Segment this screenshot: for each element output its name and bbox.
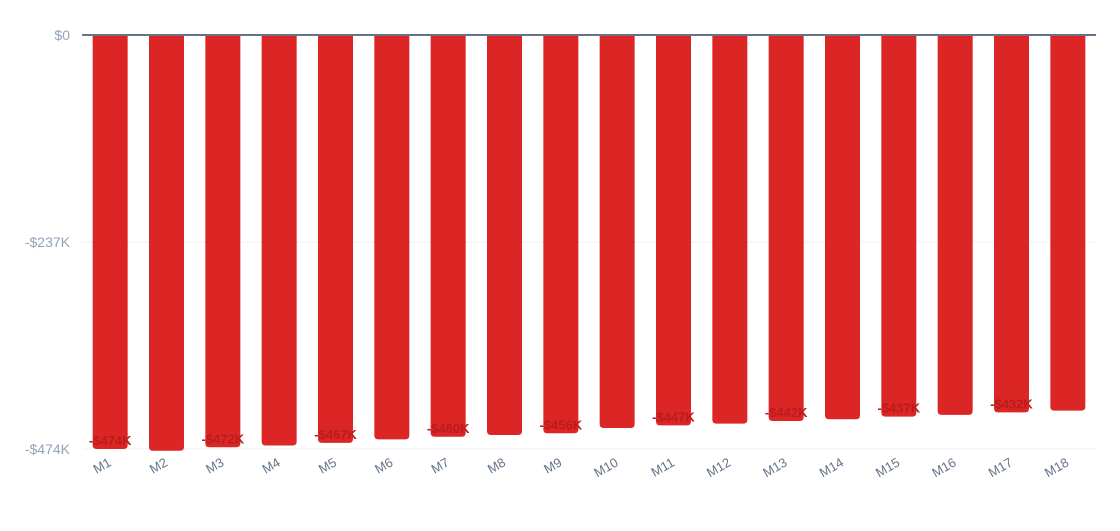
y-tick-label: $0 — [54, 27, 70, 43]
bar-m3[interactable] — [205, 35, 241, 448]
x-axis-ticks: M1 M2 M3 M4 M5 M6 M7 M8 M9 M10 M11 M12 M13 M14 M15 M16 M… — [91, 455, 1072, 481]
x-tick-label: M15 — [873, 455, 902, 481]
x-tick-label: M7 — [429, 455, 452, 477]
data-label: -$460K — [427, 421, 470, 436]
data-label: -$467K — [314, 427, 357, 442]
data-labels: -$474K -$472K -$467K -$460K -$456K -$447K -$44… — [89, 396, 1034, 448]
data-label: -$474K — [89, 433, 132, 448]
x-tick-label: M17 — [986, 455, 1015, 481]
bars — [92, 35, 1086, 451]
bar-m5[interactable] — [318, 35, 353, 443]
bar-m4[interactable] — [261, 35, 297, 446]
bar-m17[interactable] — [994, 35, 1029, 413]
grid-lines — [82, 241, 1096, 450]
data-label: -$437K — [878, 401, 921, 416]
x-tick-label: M18 — [1042, 455, 1071, 481]
y-tick-label: -$474K — [25, 441, 71, 457]
bar-m14[interactable] — [825, 35, 860, 420]
x-tick-label: M11 — [648, 455, 677, 480]
bar-m13[interactable] — [768, 35, 804, 422]
x-tick-label: M6 — [372, 455, 395, 477]
data-label: -$472K — [202, 431, 245, 446]
bar-m15[interactable] — [881, 35, 917, 417]
data-label: -$442K — [765, 405, 808, 420]
bar-m7[interactable] — [430, 35, 466, 437]
bar-m18[interactable] — [1050, 35, 1086, 411]
y-tick-label: -$237K — [25, 234, 71, 250]
x-tick-label: M4 — [260, 455, 283, 477]
bar-m2[interactable] — [149, 35, 184, 451]
bar-m9[interactable] — [543, 35, 579, 434]
data-label: -$447K — [652, 409, 695, 424]
data-label: -$456K — [540, 417, 583, 432]
x-tick-label: M2 — [147, 455, 170, 477]
bar-m1[interactable] — [92, 35, 128, 449]
x-tick-label: M8 — [485, 455, 508, 477]
x-tick-label: M9 — [541, 455, 564, 477]
x-tick-label: M1 — [91, 455, 114, 477]
x-tick-label: M14 — [817, 455, 846, 481]
bar-m16[interactable] — [937, 35, 973, 415]
x-tick-label: M5 — [316, 455, 339, 477]
x-tick-label: M3 — [203, 455, 226, 477]
x-tick-label: M10 — [591, 455, 620, 481]
x-tick-label: M12 — [704, 455, 733, 481]
bar-m11[interactable] — [656, 35, 691, 426]
x-tick-label: M13 — [760, 455, 789, 481]
y-axis-ticks: $0 -$237K -$474K — [25, 27, 71, 457]
bar-m8[interactable] — [487, 35, 522, 436]
x-tick-label: M16 — [929, 455, 958, 481]
bar-m6[interactable] — [374, 35, 410, 440]
bar-m12[interactable] — [712, 35, 748, 424]
data-label: -$432K — [990, 396, 1033, 411]
bar-m10[interactable] — [599, 35, 635, 429]
